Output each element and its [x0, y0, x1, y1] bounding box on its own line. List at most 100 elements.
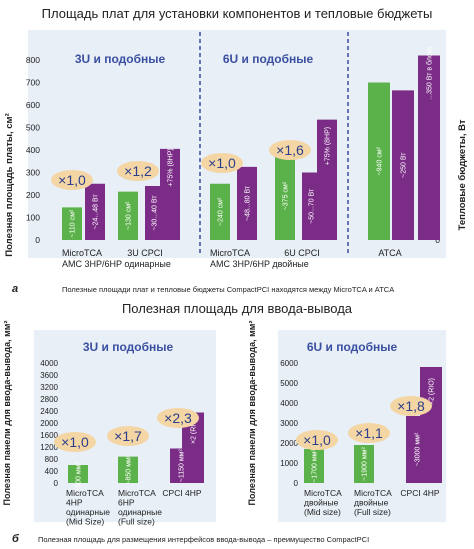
- bar-value-label: ~240 см²: [218, 197, 225, 226]
- y-tick-label: 800: [45, 455, 59, 464]
- panel-a-ylabel-right: Тепловые бюджеты, Вт: [457, 119, 468, 230]
- category-label-0-2-line-0: CPCI 4HP: [162, 488, 202, 498]
- bar-power: [145, 186, 163, 240]
- bar-value-label: +75% (8HP): [168, 148, 175, 186]
- category-label-1-0-line-0: MicroTCA: [304, 488, 342, 498]
- multiplier-0-text: ×1,0: [58, 172, 86, 188]
- y-tick-label: 300: [26, 168, 40, 178]
- section-label-3u: 3U и подобные: [75, 52, 166, 66]
- category-label-0-1-line-0: MicroTCA: [118, 488, 156, 498]
- category-label-0-0-line-1: 4HP: [66, 498, 83, 508]
- panel-a-bars: ~110 см² ~24...48 Вт ~130 см² ~30...40 Вт +7…: [62, 46, 440, 240]
- category-label-0-line-0: MicroTCA: [62, 248, 102, 258]
- bar-area: [368, 82, 390, 240]
- multiplier-1-text: ×1,2: [124, 163, 152, 179]
- multiplier-0-0-oval: [54, 432, 96, 452]
- category-label-0-0-line-0: MicroTCA: [66, 488, 104, 498]
- category-label-1-0-line-2: (Mid size): [304, 507, 341, 517]
- category-label-4-line-0: ATCA: [378, 248, 401, 258]
- y-tick-label: 400: [45, 467, 59, 476]
- multiplier-1-1-text: ×1,1: [355, 425, 383, 441]
- bar-area: [210, 183, 230, 240]
- bar-value-label: ~30...40 Вт: [152, 195, 159, 231]
- multiplier-1-2-text: ×1,8: [397, 398, 425, 414]
- section-label-6u: 6U и подобные: [223, 52, 314, 66]
- bar-value-label: ~1150 мм²: [179, 449, 186, 483]
- y-tick-label: 0: [54, 479, 59, 488]
- multiplier-3-text: ×1,6: [276, 142, 304, 158]
- category-label-2-line-1: АМС 3HP/6HP двойные: [210, 259, 309, 269]
- bar-power: [302, 172, 320, 240]
- bar-green: [68, 465, 88, 483]
- bar-green: [118, 456, 138, 483]
- category-label-0-0-line-3: (Mid Size): [66, 517, 104, 527]
- y-tick-label: 3600: [40, 371, 58, 380]
- category-label-0-0-line-2: одинарные: [66, 507, 110, 517]
- bar-value-label: ~110 см²: [70, 209, 77, 238]
- panel-b-title: Полезная площадь для ввода-вывода: [122, 301, 353, 316]
- y-tick-label: 1000: [280, 459, 298, 468]
- multiplier-0-1-text: ×1,7: [114, 428, 142, 444]
- bar-power: [392, 90, 414, 240]
- y-tick-label: 0: [35, 235, 40, 245]
- category-label-1-0-line-1: двойные: [304, 498, 339, 508]
- y-tick-label: 0: [294, 479, 299, 488]
- multiplier-2-text: ×1,0: [208, 155, 236, 171]
- section-label-6u-b: 6U и подобные: [307, 340, 398, 354]
- bar-value-label: ~500 мм²: [76, 461, 83, 491]
- panel-a: Площадь плат для установки компонентов и…: [4, 6, 468, 295]
- category-label-0-1-line-2: одинарные: [118, 507, 162, 517]
- bar-value-label: ~1700 мм²: [312, 449, 319, 483]
- bar-value-label: ×2 (RIO): [429, 378, 436, 405]
- multiplier-0-2-oval: [157, 408, 199, 428]
- y-tick-label: 700: [26, 78, 40, 88]
- y-tick-label: 2400: [40, 407, 58, 416]
- panel-a-caption: Полезные площади плат и тепловые бюджеты…: [62, 285, 394, 294]
- y-tick-label: 4000: [280, 399, 298, 408]
- bar-value-label: ~940 см²: [377, 146, 384, 175]
- panel-b-caption: Полезная площадь для размещения интерфей…: [38, 535, 369, 544]
- category-label-0-1-line-1: 6HP: [118, 498, 135, 508]
- y-tick-label: 5000: [280, 379, 298, 388]
- multiplier-1-1-oval: [348, 423, 390, 443]
- panel-a-multipliers: ×1,0 ×1,2 ×1,0 ×1,6: [51, 140, 311, 190]
- bar-value-label: ~50...70 Вт: [309, 188, 316, 224]
- y-tick-label: 1200: [40, 443, 58, 452]
- y-tick-label: 1600: [40, 431, 58, 440]
- bar-area: [275, 152, 295, 240]
- y-tick-label: 4000: [40, 359, 58, 368]
- panel-b: Полезная площадь для ввода-вывода 3U и п…: [2, 301, 446, 545]
- bar-value-label: ~24...48 Вт: [93, 194, 100, 230]
- bar-green: [304, 449, 324, 483]
- category-label-2-line-0: MicroTCA: [210, 248, 250, 258]
- multiplier-1-0-text: ×1,0: [303, 432, 331, 448]
- bar-value-label: ~1900 мм²: [362, 447, 369, 481]
- bar-value-label: ~48...80 Вт: [245, 185, 252, 221]
- y-tick-label: 3000: [280, 419, 298, 428]
- category-label-1-2-line-0: CPCI 4HP: [400, 488, 440, 498]
- y-tick-label: 800: [26, 55, 40, 65]
- y-tick-label: 6000: [280, 359, 298, 368]
- category-label-1-1-line-2: (Full size): [354, 507, 391, 517]
- y-tick-label: 400: [26, 145, 40, 155]
- bar-value-label: ~3000 мм²: [415, 432, 422, 466]
- panel-b-letter: б: [12, 533, 20, 545]
- y-tick-label: 2000: [40, 419, 58, 428]
- y-tick-label: 2000: [280, 439, 298, 448]
- section-label-3u-b: 3U и подобные: [83, 340, 174, 354]
- bar-value-label: ×2 (RIO): [191, 417, 198, 444]
- bar-value-label: ~250 Вт: [401, 152, 408, 178]
- panel-b-ylabel-left: Полезная панели для ввода-вывода, мм²: [2, 321, 12, 506]
- bar-power: [160, 148, 180, 240]
- bar-value-label: ~130 см²: [126, 201, 133, 230]
- multiplier-0-1-oval: [107, 426, 149, 446]
- y-tick-label: 500: [26, 123, 40, 133]
- category-label-0-line-1: АМС 3HP/6HP одинарные: [62, 259, 171, 269]
- bar-green: [354, 445, 374, 483]
- multiplier-3-oval: [269, 140, 311, 160]
- category-label-3-line-0: 6U CPCI: [284, 248, 320, 258]
- multiplier-2-oval: [201, 153, 243, 173]
- category-label-0-1-line-3: (Full size): [118, 517, 155, 527]
